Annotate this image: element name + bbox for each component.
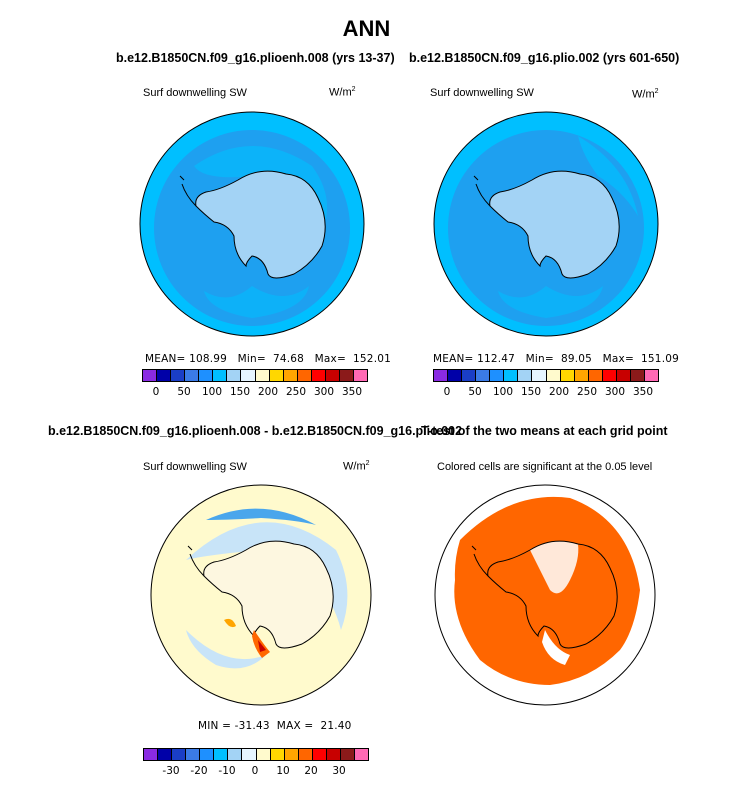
colorbar-swatch <box>546 370 561 381</box>
colorbar-swatch <box>462 370 477 381</box>
colorbar-swatch <box>228 749 243 760</box>
colorbar-swatch <box>269 370 284 381</box>
variable-label-top-left: Surf downwelling SW <box>143 87 247 99</box>
colorbar-tick-label: 350 <box>341 386 363 398</box>
colorbar-tick-label: 20 <box>304 765 318 777</box>
colorbar-swatch <box>448 370 463 381</box>
colorbar-swatch <box>144 749 159 760</box>
colorbar-swatch <box>490 370 505 381</box>
units-top-right: W/m2 <box>632 88 659 101</box>
colorbar-swatch <box>532 370 547 381</box>
colorbar-top-right <box>433 369 659 382</box>
colorbar-tick-label: 150 <box>229 386 251 398</box>
colorbar-swatch <box>157 370 172 381</box>
colorbar-tick-label: 300 <box>604 386 626 398</box>
colorbar-swatch <box>476 370 491 381</box>
colorbar-swatch <box>185 370 200 381</box>
colorbar-bottom-left <box>143 748 369 761</box>
colorbar-swatch <box>186 749 201 760</box>
stats-bottom-left: MIN = -31.43 MAX = 21.40 <box>198 720 352 732</box>
colorbar-swatch <box>171 370 186 381</box>
colorbar-tick-label: 300 <box>313 386 335 398</box>
colorbar-swatch <box>143 370 158 381</box>
colorbar-swatch <box>644 370 658 381</box>
colorbar-tick-label: 50 <box>468 386 482 398</box>
colorbar-tick-label: 150 <box>520 386 542 398</box>
colorbar-tick-label: -30 <box>162 765 180 777</box>
colorbar-swatch <box>270 749 285 760</box>
colorbar-swatch <box>200 749 215 760</box>
colorbar-swatch <box>325 370 340 381</box>
colorbar-swatch <box>339 370 354 381</box>
colorbar-swatch <box>504 370 519 381</box>
colorbar-tick-label: 250 <box>285 386 307 398</box>
colorbar-tick-label: 0 <box>443 386 451 398</box>
colorbar-tick-label: -20 <box>190 765 208 777</box>
colorbar-tick-label: 350 <box>632 386 654 398</box>
colorbar-swatch <box>353 370 367 381</box>
colorbar-swatch <box>297 370 312 381</box>
colorbar-swatch <box>227 370 242 381</box>
colorbar-swatch <box>283 370 298 381</box>
colorbar-swatch <box>574 370 589 381</box>
variable-label-top-right: Surf downwelling SW <box>430 87 534 99</box>
case-title-bottom-left: b.e12.B1850CN.f09_g16.plioenh.008 - b.e1… <box>48 424 463 438</box>
units-bottom-left: W/m2 <box>343 460 370 473</box>
colorbar-swatch <box>256 749 271 760</box>
colorbar-tick-label: 30 <box>332 765 346 777</box>
stats-top-right: MEAN= 112.47 Min= 89.05 Max= 151.09 <box>433 353 679 365</box>
colorbar-swatch <box>242 749 257 760</box>
map-bottom-right-significance <box>434 484 656 706</box>
colorbar-swatch <box>241 370 256 381</box>
colorbar-tick-label: 100 <box>201 386 223 398</box>
colorbar-swatch <box>213 370 228 381</box>
colorbar-swatch <box>298 749 313 760</box>
colorbar-ticks-top-left: 0 50 100 150 200 250 300 350 <box>142 386 366 400</box>
colorbar-tick-label: 250 <box>576 386 598 398</box>
page-title: ANN <box>342 16 391 41</box>
significance-note: Colored cells are significant at the 0.0… <box>437 461 653 473</box>
colorbar-swatch <box>588 370 603 381</box>
map-top-right <box>433 111 659 337</box>
colorbar-swatch <box>172 749 187 760</box>
variable-label-bottom-left: Surf downwelling SW <box>143 461 247 473</box>
case-title-bottom-right: T-test of the two means at each grid poi… <box>421 424 668 438</box>
colorbar-swatch <box>354 749 368 760</box>
colorbar-swatch <box>616 370 631 381</box>
colorbar-swatch <box>255 370 270 381</box>
colorbar-top-left <box>142 369 368 382</box>
colorbar-swatch <box>158 749 173 760</box>
colorbar-swatch <box>630 370 645 381</box>
units-top-left: W/m2 <box>329 86 356 99</box>
colorbar-tick-label: 100 <box>492 386 514 398</box>
colorbar-ticks-top-right: 0 50 100 150 200 250 300 350 <box>433 386 657 400</box>
colorbar-tick-label: 200 <box>257 386 279 398</box>
colorbar-swatch <box>312 749 327 760</box>
map-bottom-left-difference <box>150 484 372 706</box>
map-top-left <box>139 111 365 337</box>
colorbar-tick-label: 0 <box>152 386 160 398</box>
colorbar-tick-label: 10 <box>276 765 290 777</box>
colorbar-swatch <box>199 370 214 381</box>
colorbar-swatch <box>602 370 617 381</box>
colorbar-tick-label: 200 <box>548 386 570 398</box>
colorbar-tick-label: -10 <box>218 765 236 777</box>
colorbar-swatch <box>284 749 299 760</box>
colorbar-swatch <box>518 370 533 381</box>
colorbar-swatch <box>214 749 229 760</box>
stats-top-left: MEAN= 108.99 Min= 74.68 Max= 152.01 <box>145 353 391 365</box>
case-title-top-left: b.e12.B1850CN.f09_g16.plioenh.008 (yrs 1… <box>116 51 395 65</box>
colorbar-tick-label: 0 <box>251 765 259 777</box>
case-title-top-right: b.e12.B1850CN.f09_g16.plio.002 (yrs 601-… <box>409 51 680 65</box>
colorbar-swatch <box>311 370 326 381</box>
colorbar-swatch <box>434 370 449 381</box>
colorbar-tick-label: 50 <box>177 386 191 398</box>
colorbar-swatch <box>560 370 575 381</box>
colorbar-swatch <box>326 749 341 760</box>
colorbar-ticks-bottom-left: -30 -20 -10 0 10 20 30 <box>143 765 367 779</box>
colorbar-swatch <box>340 749 355 760</box>
